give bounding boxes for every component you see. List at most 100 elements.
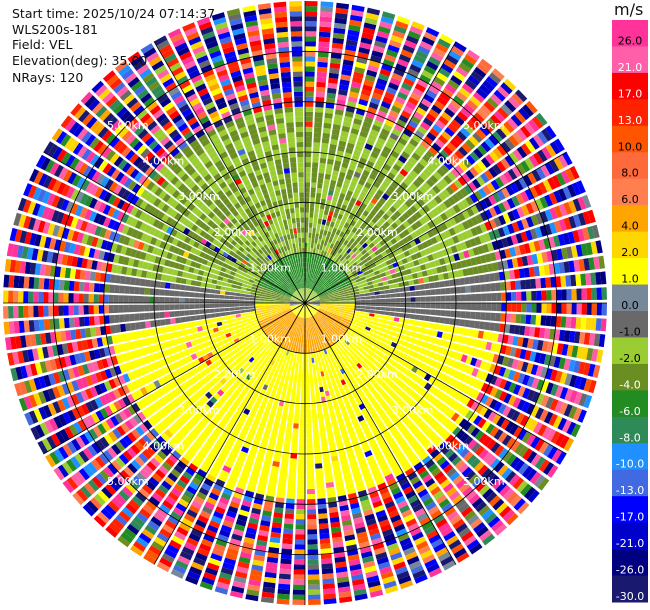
velocity-gate [305,101,314,107]
velocity-gate [326,314,332,318]
velocity-gate [437,38,451,49]
velocity-gate [491,293,497,301]
velocity-gate [477,330,484,339]
velocity-gate [405,160,415,169]
velocity-gate [433,76,446,87]
velocity-gate [436,167,446,177]
velocity-gate [381,193,390,201]
velocity-gate [545,144,557,157]
velocity-gate [387,264,394,270]
velocity-gate [409,205,418,214]
velocity-gate [553,220,562,233]
velocity-gate [341,319,347,324]
velocity-gate [339,135,348,143]
velocity-gate [530,278,537,289]
velocity-gate [440,288,446,295]
velocity-gate [493,89,506,102]
velocity-gate [434,353,442,361]
velocity-gate [555,316,562,328]
velocity-gate [553,157,564,171]
velocity-gate [320,203,325,210]
velocity-gate [307,569,320,575]
velocity-gate [362,121,372,129]
velocity-gate [485,384,494,395]
velocity-gate [435,225,444,233]
velocity-gate [347,317,353,321]
velocity-gate [583,378,592,392]
velocity-gate [449,368,457,377]
velocity-gate [402,275,409,281]
velocity-gate [578,393,588,407]
velocity-gate [354,325,361,330]
velocity-gate [443,199,452,209]
velocity-gate [471,378,480,388]
velocity-gate [520,191,530,203]
velocity-gate [372,279,378,285]
velocity-gate [277,487,286,494]
velocity-gate [574,376,583,389]
velocity-gate [399,265,406,271]
velocity-gate [323,251,327,257]
velocity-gate [354,113,364,121]
velocity-gate [418,340,425,347]
velocity-gate [335,246,341,252]
velocity-gate [339,79,350,86]
velocity-gate [435,309,441,316]
velocity-gate [436,390,445,400]
velocity-gate [523,267,530,278]
velocity-gate [407,96,419,106]
velocity-gate [306,433,313,439]
velocity-gate [368,155,377,164]
velocity-gate [343,246,349,252]
velocity-gate [591,303,597,316]
velocity-gate [572,230,581,243]
velocity-gate [490,179,500,191]
velocity-gate [349,14,363,22]
velocity-gate [403,250,411,257]
velocity-gate [306,288,308,294]
velocity-gate [295,524,305,530]
velocity-gate [425,303,431,309]
velocity-gate [305,333,307,339]
velocity-gate [512,384,522,395]
velocity-gate [328,77,339,84]
velocity-gate [332,124,341,131]
velocity-gate [325,270,330,276]
velocity-gate [403,368,411,376]
velocity-gate [326,278,331,283]
velocity-gate [351,227,358,234]
velocity-gate [319,244,324,251]
velocity-gate [358,178,366,186]
velocity-gate [569,390,578,403]
velocity-gate [591,224,600,239]
velocity-gate [439,339,446,347]
velocity-gate [368,242,375,249]
velocity-gate [392,30,405,39]
velocity-gate [314,382,319,388]
velocity-gate [487,352,495,362]
velocity-gate [344,268,350,273]
velocity-gate [350,128,360,135]
velocity-gate [586,288,592,300]
velocity-gate [437,273,444,281]
velocity-gate [305,298,307,303]
velocity-gate [399,313,406,318]
velocity-gate [455,286,461,294]
velocity-gate [538,239,546,251]
velocity-gate [291,387,297,394]
velocity-gate [415,333,422,340]
velocity-gate [446,142,457,152]
velocity-gate [329,319,335,324]
velocity-gate [310,187,316,193]
velocity-gate [305,91,314,97]
velocity-gate [322,214,328,221]
velocity-gate [368,201,375,209]
velocity-gate [334,17,347,25]
velocity-gate [475,312,481,320]
velocity-gate [435,303,441,309]
velocity-gate [519,325,526,336]
velocity-gate [424,373,432,382]
velocity-gate [318,41,330,48]
velocity-gate [408,156,418,165]
velocity-gate [337,213,343,220]
